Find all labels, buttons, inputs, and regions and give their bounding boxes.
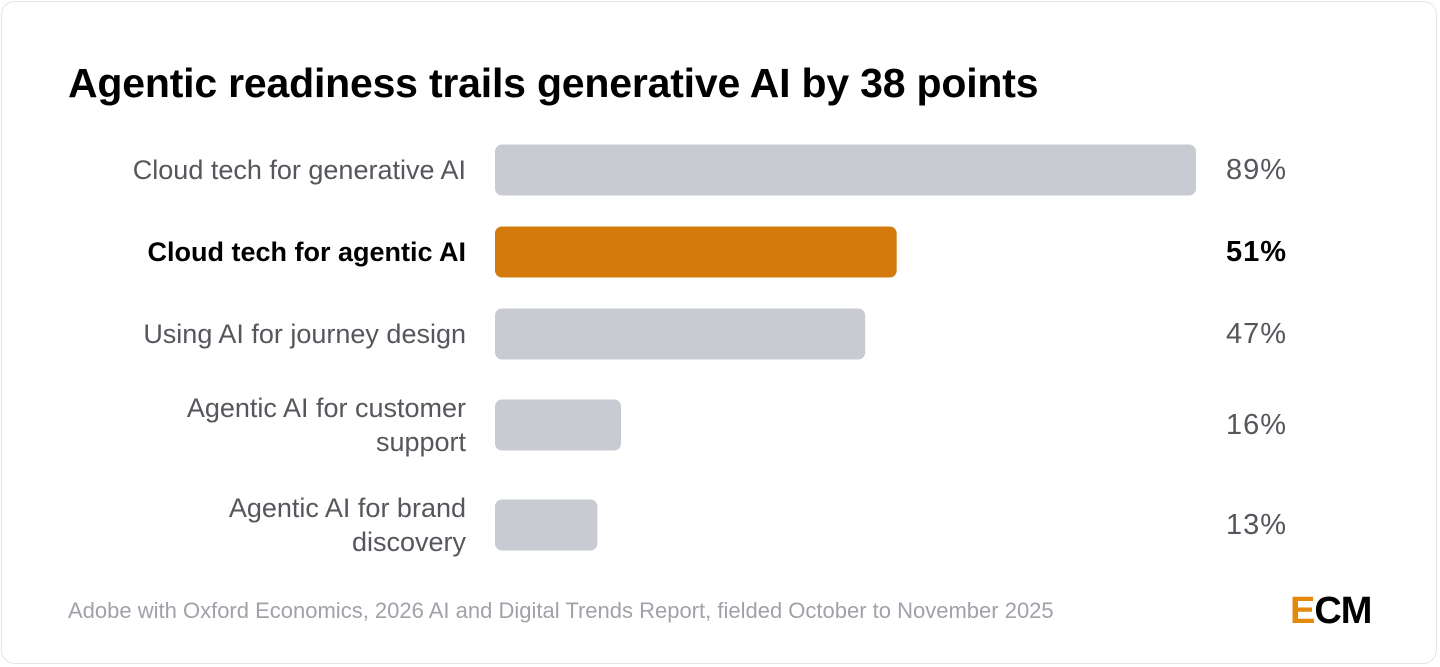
category-label-5: Agentic AI for brand discovery — [229, 493, 467, 557]
value-label-4: 16% — [1226, 409, 1287, 441]
category-label-1: Cloud tech for generative AI — [133, 155, 466, 185]
category-label-3: Using AI for journey design — [143, 319, 466, 349]
bar-2 — [495, 226, 897, 278]
chart-title: Agentic readiness trails generative AI b… — [68, 60, 1039, 106]
bar-chart: Cloud tech for generative AI 89% Cloud tec… — [133, 144, 1287, 557]
value-label-3: 47% — [1226, 318, 1287, 350]
logo-letter-e: E — [1290, 590, 1315, 632]
bar-4 — [495, 399, 622, 451]
source-note: Adobe with Oxford Economics, 2026 AI and… — [68, 598, 1054, 623]
ecm-logo: ECM — [1290, 590, 1372, 633]
value-label-5: 13% — [1226, 509, 1287, 541]
bar-5 — [495, 499, 598, 551]
value-label-1: 89% — [1226, 154, 1287, 186]
logo-letters-cm: CM — [1314, 590, 1372, 632]
category-label-2: Cloud tech for agentic AI — [147, 237, 466, 267]
bar-3 — [495, 308, 866, 360]
category-label-4: Agentic AI for customer support — [187, 393, 467, 457]
value-label-2: 51% — [1226, 236, 1287, 268]
bar-1 — [495, 144, 1196, 196]
